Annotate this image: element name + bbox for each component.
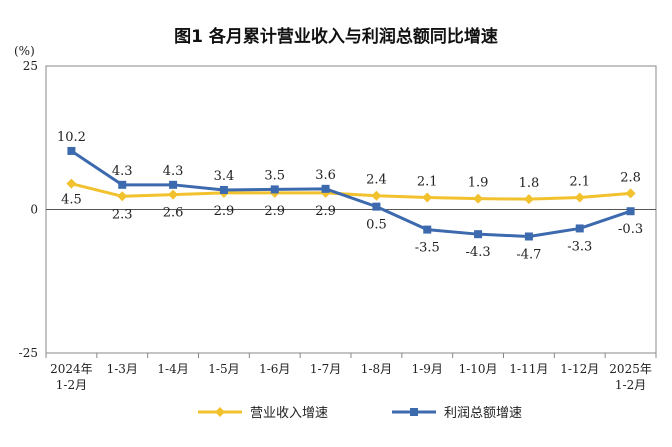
x-tick-label: 1-10月	[459, 362, 498, 376]
legend-marker	[410, 408, 418, 416]
data-point-square	[169, 180, 178, 189]
data-label: 4.3	[163, 164, 184, 179]
data-label: 2.9	[264, 204, 285, 219]
data-point-diamond	[473, 193, 484, 204]
data-label: -3.5	[415, 241, 440, 256]
data-label: 2.8	[620, 170, 641, 185]
legend-label: 营业收入增速	[250, 406, 328, 421]
data-point-diamond	[117, 191, 128, 202]
data-point-square	[321, 184, 330, 193]
x-tick-label: 1-7月	[310, 362, 341, 376]
data-point-diamond	[625, 188, 636, 199]
data-point-square	[524, 232, 533, 241]
x-tick-label: 1-2月	[615, 378, 646, 392]
legend-marker	[215, 407, 225, 417]
x-tick-label: 2025年	[609, 362, 652, 376]
data-label: 1.8	[519, 176, 540, 191]
data-point-diamond	[574, 192, 585, 203]
data-point-square	[219, 185, 228, 194]
legend-item-1: 利润总额增速	[392, 406, 522, 421]
data-point-diamond	[168, 189, 179, 200]
y-axis-unit: (%)	[14, 44, 35, 58]
series-line-1	[70, 149, 632, 238]
legend-label: 利润总额增速	[444, 406, 522, 421]
data-label: 3.6	[315, 168, 336, 183]
data-point-square	[118, 180, 127, 189]
data-label: 2.3	[112, 207, 133, 222]
data-label: -3.3	[567, 239, 592, 254]
data-label: 2.1	[569, 174, 590, 189]
data-label: 3.4	[214, 169, 235, 184]
x-tick-label: 1-4月	[157, 362, 188, 376]
data-point-diamond	[523, 194, 534, 205]
data-label: 2.9	[214, 204, 235, 219]
data-label: 10.2	[57, 130, 86, 145]
data-label: 4.3	[112, 164, 133, 179]
x-tick-label: 1-11月	[509, 362, 548, 376]
data-label: 2.9	[315, 204, 336, 219]
legend-item-0: 营业收入增速	[198, 406, 328, 421]
data-label: -4.3	[466, 245, 491, 260]
data-point-square	[270, 185, 279, 194]
data-point-diamond	[422, 192, 433, 203]
data-point-diamond	[66, 178, 77, 189]
x-tick-label: 1-3月	[107, 362, 138, 376]
data-point-square	[575, 224, 584, 233]
chart-title: 图1 各月累计营业收入与利润总额同比增速	[174, 26, 498, 47]
data-label: -4.7	[516, 247, 541, 262]
data-point-diamond	[371, 190, 382, 201]
data-label: 2.6	[163, 206, 184, 221]
data-label: 2.4	[366, 173, 387, 188]
data-label: 4.5	[61, 193, 82, 208]
x-tick-label: 1-5月	[208, 362, 239, 376]
data-label: 3.5	[264, 168, 285, 183]
data-point-square	[67, 146, 76, 155]
data-label: -0.3	[618, 222, 643, 237]
data-label: 0.5	[366, 218, 387, 233]
y-tick-label: 25	[23, 59, 38, 73]
series-line-0	[71, 182, 631, 201]
x-tick-label: 2024年	[50, 362, 93, 376]
x-tick-label: 1-12月	[560, 362, 599, 376]
x-tick-label: 1-2月	[56, 378, 87, 392]
data-point-square	[423, 225, 432, 234]
y-tick-label: -25	[19, 346, 38, 360]
data-label: 2.1	[417, 174, 438, 189]
x-tick-label: 1-8月	[361, 362, 392, 376]
data-point-square	[626, 207, 635, 216]
data-label: 1.9	[468, 176, 489, 191]
data-point-square	[372, 202, 381, 211]
x-tick-label: 1-9月	[412, 362, 443, 376]
x-tick-label: 1-6月	[259, 362, 290, 376]
y-tick-label: 0	[30, 203, 38, 217]
data-point-square	[474, 230, 483, 239]
